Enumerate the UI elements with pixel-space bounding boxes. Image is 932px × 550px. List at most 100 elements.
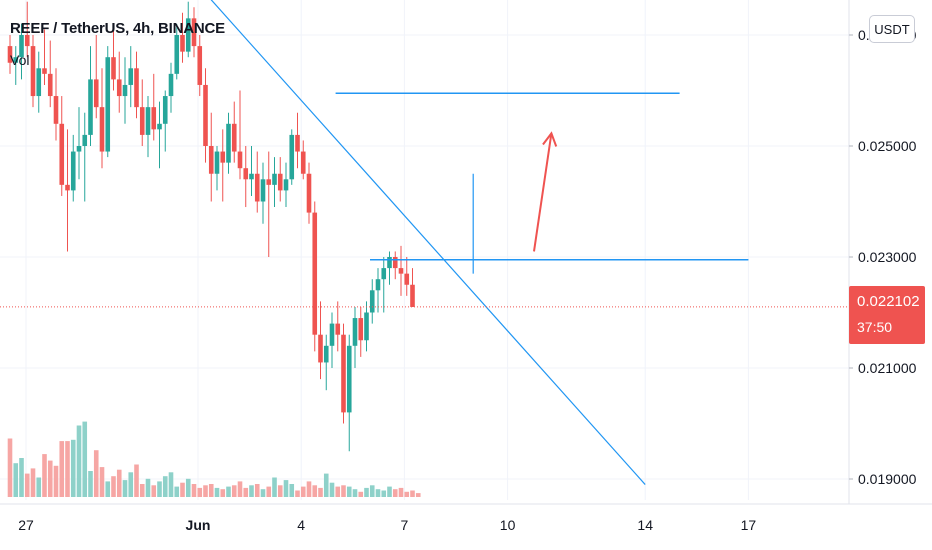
volume-bar xyxy=(145,478,151,497)
volume-bar xyxy=(415,493,421,497)
candle-body xyxy=(375,279,381,291)
volume-bar xyxy=(30,468,36,497)
candle xyxy=(254,151,260,213)
candle-body xyxy=(237,151,243,169)
candle xyxy=(13,46,19,85)
volume-bar xyxy=(53,465,59,497)
candle-body xyxy=(231,123,237,152)
candle xyxy=(237,90,243,180)
volume-bar xyxy=(243,487,249,497)
candle-body xyxy=(59,123,65,185)
volume-bar xyxy=(249,485,254,497)
time-tick-label: Jun xyxy=(186,517,211,533)
volume-bar xyxy=(128,472,134,497)
candle xyxy=(364,301,369,352)
candle xyxy=(145,96,151,158)
candle xyxy=(42,29,47,85)
candle xyxy=(272,157,277,208)
candle-body xyxy=(47,73,53,97)
candle-body xyxy=(329,323,335,346)
candle-body xyxy=(260,179,266,202)
candle-body xyxy=(341,334,346,413)
candle-body xyxy=(203,84,208,146)
candle xyxy=(318,301,323,380)
volume-bar xyxy=(214,487,220,497)
price-tick-label: 0.025000 xyxy=(858,138,917,154)
arrow-shaft xyxy=(533,133,553,252)
candle xyxy=(323,334,329,391)
candle-body xyxy=(116,79,122,97)
volume-bar xyxy=(208,484,214,497)
candle-body xyxy=(13,57,19,63)
candle-body xyxy=(180,35,185,52)
volume-bar xyxy=(99,467,105,497)
candle xyxy=(346,334,352,452)
volume-bar xyxy=(410,490,415,497)
candle xyxy=(24,1,30,58)
volume-bars xyxy=(7,421,421,497)
candle-body xyxy=(82,134,88,146)
candle-body xyxy=(323,345,329,363)
candle-body xyxy=(249,173,254,180)
volume-bar xyxy=(358,491,364,497)
candle xyxy=(162,90,168,152)
candle xyxy=(226,112,231,174)
currency-button[interactable]: USDT xyxy=(869,15,915,43)
volume-bar xyxy=(197,487,203,497)
time-tick-label: 7 xyxy=(401,517,409,533)
candle xyxy=(220,129,226,202)
volume-bar xyxy=(168,472,174,497)
candle-body xyxy=(300,151,306,174)
price-axis-bg xyxy=(849,0,932,550)
candle xyxy=(283,162,289,208)
volume-bar xyxy=(65,441,70,497)
candle-body xyxy=(191,18,197,47)
volume-bar xyxy=(42,454,47,497)
candle xyxy=(231,101,237,163)
candle-body xyxy=(318,334,323,363)
candle xyxy=(260,162,266,224)
candle xyxy=(404,257,410,296)
volume-bar xyxy=(47,460,53,497)
candle xyxy=(122,57,128,124)
candle-body xyxy=(208,146,214,174)
volume-bar xyxy=(24,473,30,497)
symbol-title[interactable]: REEF / TetherUS, 4h, BINANCE xyxy=(10,20,225,37)
candle-body xyxy=(392,257,398,269)
candle xyxy=(249,146,254,196)
candle xyxy=(174,23,180,80)
volume-bar xyxy=(82,421,88,497)
candle-body xyxy=(145,107,151,135)
candle-body xyxy=(226,123,231,163)
candle-body xyxy=(7,46,13,63)
volume-bar xyxy=(105,481,111,497)
candle-body xyxy=(174,35,180,74)
price-tick-label: 0.019000 xyxy=(858,471,917,487)
candle xyxy=(375,268,381,313)
candle xyxy=(157,101,162,169)
volume-indicator-label[interactable]: Vol xyxy=(10,52,30,68)
candle xyxy=(19,23,24,80)
candle-body xyxy=(358,318,364,341)
volume-bar xyxy=(369,485,375,497)
volume-bar xyxy=(111,476,116,497)
candle-body xyxy=(277,173,283,191)
candle-body xyxy=(128,68,134,85)
candle xyxy=(76,107,82,180)
volume-bar xyxy=(254,484,260,497)
candle-body xyxy=(65,184,70,191)
candle xyxy=(47,40,53,108)
candle-body xyxy=(266,179,272,185)
volume-bar xyxy=(13,463,19,497)
candle xyxy=(266,151,272,257)
candle xyxy=(139,79,145,146)
volume-bar xyxy=(70,439,76,497)
candle-body xyxy=(53,96,59,124)
candle xyxy=(295,112,300,169)
candle-body xyxy=(352,318,358,346)
volume-bar xyxy=(329,482,335,497)
candle xyxy=(352,306,358,368)
